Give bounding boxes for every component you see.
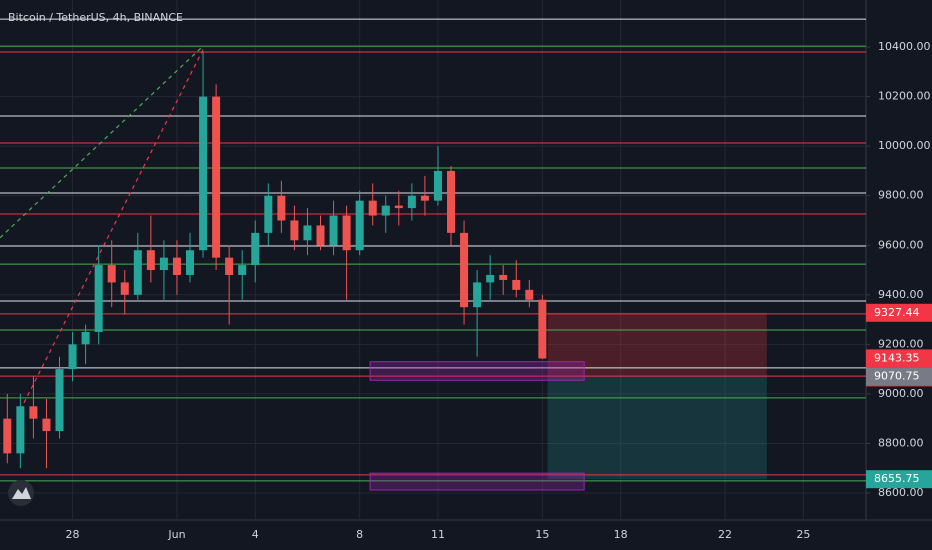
candle-body (94, 265, 103, 332)
candle-body (342, 215, 351, 251)
candle-body (407, 195, 416, 209)
y-tick-label: 9800.00 (878, 189, 924, 202)
price-label-box (866, 303, 932, 322)
candle-body (290, 220, 299, 241)
y-tick-label: 10000.00 (878, 139, 931, 152)
price-label-box (866, 367, 932, 386)
price-label: 9327.44 (874, 306, 920, 319)
candle-body (381, 205, 390, 216)
candle-body (329, 215, 338, 246)
candle-body (433, 170, 442, 201)
price-label-box (866, 470, 932, 489)
x-tick-label: 4 (252, 528, 259, 541)
candle-body (120, 282, 129, 295)
candle-body (420, 195, 429, 201)
candle-body (264, 195, 273, 233)
candle-body (42, 418, 51, 432)
candle-body (225, 257, 234, 275)
candle-body (355, 200, 364, 251)
candle-body (68, 344, 77, 370)
chart-title: Bitcoin / TetherUS, 4h, BINANCE (8, 11, 183, 24)
y-tick-label: 10200.00 (878, 90, 931, 103)
candle-body (525, 289, 534, 300)
candle-body (29, 406, 38, 419)
trend-line (19, 49, 204, 411)
candle-body (16, 406, 25, 454)
y-tick-label: 9400.00 (878, 288, 924, 301)
candle-body (460, 232, 469, 308)
candle-body (186, 250, 195, 275)
y-tick-label: 9000.00 (878, 387, 924, 400)
candles (3, 52, 547, 469)
candle-body (146, 250, 155, 271)
candle-body (159, 257, 168, 271)
x-tick-label: 28 (66, 528, 80, 541)
candle-body (251, 232, 260, 266)
candle-body (107, 265, 116, 283)
logo[interactable] (8, 480, 34, 506)
candle-body (368, 200, 377, 216)
x-tick-label: 8 (356, 528, 363, 541)
x-tick-label: 22 (718, 528, 732, 541)
price-label: 9070.75 (874, 369, 920, 382)
candle-body (499, 274, 508, 280)
x-tick-label: 11 (431, 528, 445, 541)
y-tick-label: 10400.00 (878, 40, 931, 53)
price-label-box (866, 349, 932, 368)
y-tick-label: 8600.00 (878, 486, 924, 499)
trend-line (0, 45, 204, 239)
x-tick-label: 25 (796, 528, 810, 541)
axes: 8600.00 8800.00 9000.00 9200.00 9400.00 9600.… (66, 40, 932, 541)
price-label: 8655.75 (874, 472, 920, 485)
candle-body (303, 225, 312, 241)
logo-icon[interactable] (12, 487, 31, 499)
zone (369, 472, 585, 491)
candle-body (238, 265, 247, 275)
candle-body (277, 195, 286, 221)
x-tick-label: 18 (614, 528, 628, 541)
candle-body (172, 257, 181, 275)
y-tick-label: 8800.00 (878, 436, 924, 449)
y-tick-label: 9600.00 (878, 238, 924, 251)
candle-body (512, 279, 521, 290)
target-zone (547, 376, 767, 480)
drawings (0, 18, 866, 491)
candle-body (212, 96, 221, 258)
candle-body (55, 369, 64, 432)
candle-body (133, 250, 142, 295)
candle-body (3, 418, 12, 454)
zone (369, 361, 585, 381)
candle-body (316, 225, 325, 246)
candle-body (394, 205, 403, 209)
candle-body (447, 170, 456, 233)
candle-body (538, 299, 547, 359)
x-tick-label: Jun (167, 528, 185, 541)
candle-body (81, 331, 90, 345)
x-tick-label: 15 (535, 528, 549, 541)
candle-body (473, 282, 482, 308)
candle-body (486, 274, 495, 283)
price-label: 9143.35 (874, 351, 920, 364)
candle-body (199, 96, 208, 251)
y-tick-label: 9200.00 (878, 337, 924, 350)
